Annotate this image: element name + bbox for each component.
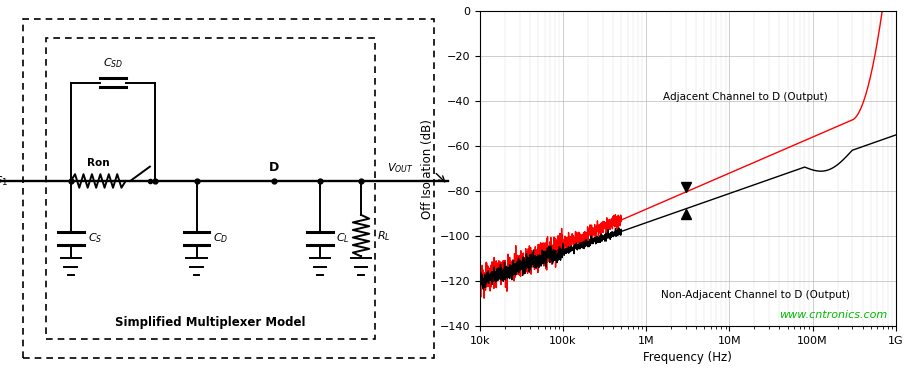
- Text: $V_{OUT}$: $V_{OUT}$: [387, 161, 413, 175]
- Text: Non-Adjacent Channel to D (Output): Non-Adjacent Channel to D (Output): [661, 290, 850, 300]
- Text: www.cntronics.com: www.cntronics.com: [779, 310, 887, 320]
- Text: $C_L$: $C_L$: [336, 231, 349, 245]
- Text: Ron: Ron: [87, 158, 110, 168]
- Text: $R_L$: $R_L$: [377, 229, 390, 242]
- Text: $C_D$: $C_D$: [212, 231, 228, 245]
- Bar: [46, 38, 375, 339]
- Y-axis label: Off Isolation (dB): Off Isolation (dB): [421, 119, 434, 219]
- Text: Adjacent Channel to D (Output): Adjacent Channel to D (Output): [664, 92, 828, 102]
- Text: $C_S$: $C_S$: [88, 231, 102, 245]
- Text: D: D: [269, 161, 280, 174]
- Text: Simplified Multiplexer Model: Simplified Multiplexer Model: [115, 316, 305, 329]
- X-axis label: Frequency (Hz): Frequency (Hz): [643, 351, 732, 365]
- Text: $C_{SD}$: $C_{SD}$: [103, 57, 123, 70]
- Text: $s_1$: $s_1$: [0, 175, 8, 187]
